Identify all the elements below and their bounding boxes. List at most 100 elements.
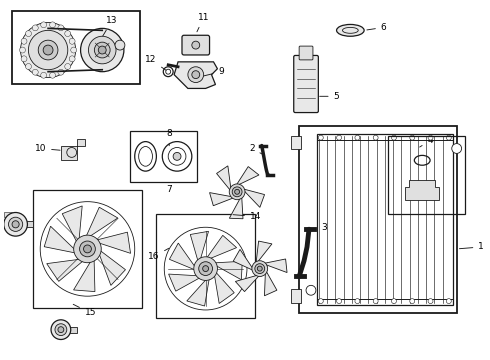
Circle shape [79,241,96,257]
Circle shape [65,31,71,36]
Polygon shape [44,226,76,253]
Circle shape [71,47,76,53]
Circle shape [392,135,396,140]
Circle shape [337,135,342,140]
Polygon shape [187,278,209,306]
Circle shape [58,327,64,333]
Circle shape [337,299,342,303]
Polygon shape [214,261,242,280]
Text: 8: 8 [166,129,172,146]
Polygon shape [214,271,234,303]
Text: 2: 2 [249,144,262,154]
Circle shape [428,135,433,140]
Circle shape [446,299,451,303]
Circle shape [410,299,415,303]
Polygon shape [210,193,234,206]
Bar [388,136,465,215]
Polygon shape [170,243,196,270]
Circle shape [20,47,25,53]
Bar [69,327,76,333]
FancyBboxPatch shape [294,55,318,113]
Text: 10: 10 [35,144,60,153]
Circle shape [192,41,200,49]
Circle shape [255,264,265,274]
Polygon shape [406,180,439,200]
Circle shape [232,187,242,197]
Circle shape [452,144,462,153]
Circle shape [199,262,213,275]
Circle shape [32,25,38,31]
Text: 13: 13 [102,16,118,38]
Bar [291,136,301,149]
Circle shape [21,38,27,44]
Circle shape [355,135,360,140]
Polygon shape [96,232,130,253]
Bar [25,221,33,227]
Polygon shape [236,167,259,185]
Bar [4,212,12,217]
Circle shape [69,56,75,62]
Circle shape [21,56,27,62]
Circle shape [188,67,204,82]
Circle shape [25,63,31,69]
Circle shape [41,22,47,28]
Text: 6: 6 [367,23,387,32]
Circle shape [43,45,53,55]
Text: 12: 12 [145,55,166,70]
Circle shape [12,221,19,228]
Circle shape [32,69,38,75]
Circle shape [373,299,378,303]
Polygon shape [47,259,84,282]
Polygon shape [229,197,243,219]
Circle shape [115,40,125,50]
Polygon shape [190,231,209,262]
Circle shape [318,299,323,303]
Ellipse shape [337,24,364,36]
Circle shape [38,40,58,60]
Bar [317,134,453,305]
Text: 16: 16 [148,248,169,261]
Text: 4: 4 [419,136,433,147]
Circle shape [392,299,396,303]
Circle shape [51,320,71,339]
Circle shape [25,31,31,36]
FancyBboxPatch shape [299,46,313,60]
Bar [12,11,140,85]
Polygon shape [174,62,218,89]
Circle shape [446,135,451,140]
Circle shape [192,71,200,78]
Circle shape [49,22,55,28]
Text: 7: 7 [166,185,172,194]
Bar [299,126,457,313]
Circle shape [355,299,360,303]
Polygon shape [244,189,265,207]
Text: 1: 1 [460,242,484,251]
Polygon shape [61,139,84,160]
Circle shape [318,135,323,140]
Circle shape [306,285,316,295]
FancyBboxPatch shape [182,35,210,55]
Polygon shape [265,271,277,296]
Circle shape [428,299,433,303]
Polygon shape [206,235,237,259]
Circle shape [235,189,240,194]
Circle shape [58,69,64,75]
Circle shape [98,46,106,54]
Text: 15: 15 [73,304,96,318]
Circle shape [89,36,116,64]
Circle shape [28,30,68,70]
Polygon shape [86,207,118,237]
Circle shape [74,235,101,263]
Circle shape [58,25,64,31]
Polygon shape [74,259,95,292]
Polygon shape [264,259,287,273]
Circle shape [257,266,262,271]
Polygon shape [169,274,201,291]
Text: 3: 3 [314,223,327,232]
Circle shape [229,184,245,200]
Circle shape [203,266,209,271]
Circle shape [8,217,23,231]
Circle shape [410,135,415,140]
Circle shape [373,135,378,140]
Circle shape [173,152,181,160]
